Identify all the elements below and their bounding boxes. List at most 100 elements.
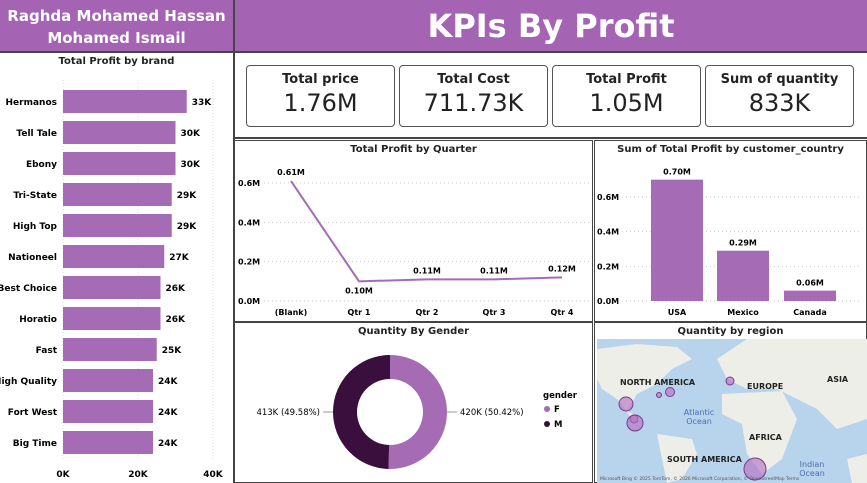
data-label: 24K bbox=[158, 377, 179, 387]
map-label: AFRICA bbox=[749, 433, 783, 442]
ocean-label: Indian bbox=[800, 460, 825, 469]
brand-label: Horatio bbox=[19, 315, 57, 325]
bar bbox=[63, 183, 172, 206]
brand-label: Big Time bbox=[13, 439, 57, 449]
kpi-label: Sum of quantity bbox=[720, 72, 839, 87]
data-label: 30K bbox=[181, 129, 202, 139]
x-tick: 20K bbox=[128, 470, 149, 480]
bar bbox=[717, 250, 769, 301]
legend-item: M bbox=[554, 420, 562, 430]
y-tick: 0.0M bbox=[238, 297, 260, 306]
data-label: 0.11M bbox=[413, 266, 441, 275]
map-bubbles bbox=[618, 376, 767, 481]
map-land-australia bbox=[847, 454, 867, 483]
data-label: 25K bbox=[162, 346, 183, 356]
slice-label: 413K (49.58%) bbox=[256, 408, 320, 418]
kpi-card: Total price 1.76M bbox=[246, 65, 395, 127]
x-tick: 40K bbox=[203, 470, 224, 480]
map-land-africa bbox=[722, 391, 797, 474]
kpi-row bbox=[235, 55, 867, 139]
brand-label: Best Choice bbox=[0, 284, 57, 294]
donut-slice-M bbox=[333, 355, 390, 469]
brand-label: Fort West bbox=[8, 408, 58, 418]
data-label: 29K bbox=[177, 222, 198, 232]
map-label: NORTH AMERICA bbox=[620, 378, 696, 387]
gender-chart-title: Quantity By Gender bbox=[357, 326, 470, 337]
legend-marker bbox=[544, 421, 550, 427]
data-label: 24K bbox=[158, 439, 179, 449]
author-line1: Raghda Mohamed Hassan bbox=[7, 7, 226, 25]
map-land-north-america bbox=[597, 344, 692, 411]
gender-chart: 420K (50.42%) 413K (49.58%) gender FM bbox=[256, 355, 578, 469]
y-tick: 0.6M bbox=[238, 179, 260, 188]
x-tick: Qtr 4 bbox=[551, 308, 574, 317]
brand-chart: Hermanos 33K Tell Tale 30K Ebony 30K Tri-State… bbox=[0, 80, 224, 480]
x-tick: Canada bbox=[793, 308, 827, 317]
quarter-chart-panel: Total Profit by Quarter bbox=[234, 140, 593, 322]
data-label: 0.06M bbox=[796, 279, 824, 288]
data-label: 30K bbox=[181, 160, 202, 170]
data-label: 27K bbox=[169, 253, 190, 263]
y-tick: 0.4M bbox=[238, 218, 260, 227]
x-tick: Qtr 2 bbox=[416, 308, 439, 317]
bar bbox=[63, 90, 187, 113]
data-label: 26K bbox=[166, 284, 187, 294]
data-label: 0.11M bbox=[480, 266, 508, 275]
map-land-south-america bbox=[657, 434, 697, 483]
y-tick: 0.2M bbox=[597, 262, 619, 271]
data-label: 24K bbox=[158, 408, 179, 418]
bar bbox=[63, 400, 153, 423]
kpi-value: 1.76M bbox=[283, 89, 358, 117]
region-map[interactable]: NORTH AMERICA EUROPE ASIA AFRICA SOUTH A… bbox=[597, 339, 867, 483]
y-tick: 0.0M bbox=[597, 297, 619, 306]
data-label: 33K bbox=[192, 98, 213, 108]
brand-label: Nationeel bbox=[8, 253, 57, 263]
bar bbox=[63, 431, 153, 454]
quarter-chart-title: Total Profit by Quarter bbox=[350, 144, 477, 155]
y-tick: 0.4M bbox=[597, 228, 619, 237]
map-title: Quantity by region bbox=[677, 326, 784, 337]
legend-item: F bbox=[554, 405, 560, 415]
page-title: KPIs By Profit bbox=[235, 0, 867, 53]
map-label: EUROPE bbox=[747, 382, 783, 391]
ocean-label: Atlantic bbox=[684, 408, 714, 417]
country-chart: 0.0M 0.2M 0.4M 0.6M 0.70M USA 0.29M Mexico 0.06M… bbox=[597, 168, 862, 317]
bar bbox=[784, 290, 836, 301]
bar bbox=[63, 245, 165, 268]
bar bbox=[63, 307, 161, 330]
legend-title: gender bbox=[543, 391, 578, 401]
data-label: 0.61M bbox=[277, 168, 305, 177]
brand-chart-title: Total Profit by brand bbox=[58, 56, 175, 67]
kpi-value: 711.73K bbox=[423, 89, 524, 117]
y-tick: 0.2M bbox=[238, 258, 260, 267]
map-attribution[interactable]: Microsoft Bing © 2025 TomTom, © 2026 Mic… bbox=[600, 475, 800, 482]
brand-label: Tell Tale bbox=[16, 129, 57, 139]
map-land-eurasia bbox=[717, 339, 867, 429]
x-tick: (Blank) bbox=[275, 308, 308, 317]
data-label: 0.29M bbox=[729, 239, 757, 248]
ocean-label: Ocean bbox=[799, 469, 825, 478]
kpi-label: Total Profit bbox=[586, 72, 667, 87]
donut-slice-F bbox=[388, 355, 448, 469]
bar bbox=[651, 179, 703, 301]
data-label: 0.70M bbox=[663, 168, 691, 177]
x-tick: Mexico bbox=[727, 308, 759, 317]
ocean-label: Ocean bbox=[686, 417, 712, 426]
bar bbox=[63, 276, 161, 299]
data-label: 0.12M bbox=[548, 264, 576, 273]
map-label: ASIA bbox=[827, 375, 849, 384]
x-tick: 0K bbox=[56, 470, 70, 480]
x-tick: USA bbox=[668, 308, 687, 317]
brand-label: High Quality bbox=[0, 377, 57, 387]
bar bbox=[63, 369, 153, 392]
brand-label: Hermanos bbox=[6, 98, 57, 108]
legend-marker bbox=[544, 406, 550, 412]
kpi-value: 833K bbox=[748, 89, 811, 117]
bar bbox=[63, 152, 176, 175]
kpi-card: Sum of quantity 833K bbox=[705, 65, 854, 127]
country-chart-title: Sum of Total Profit by customer_country bbox=[617, 144, 844, 155]
quarter-chart: 0.0M 0.2M 0.4M 0.6M 0.61M (Blank) 0.10M Qtr 1 0.… bbox=[238, 168, 589, 317]
author-line2: Mohamed Ismail bbox=[47, 29, 186, 47]
bar bbox=[63, 214, 172, 237]
brand-label: High Top bbox=[13, 222, 58, 232]
